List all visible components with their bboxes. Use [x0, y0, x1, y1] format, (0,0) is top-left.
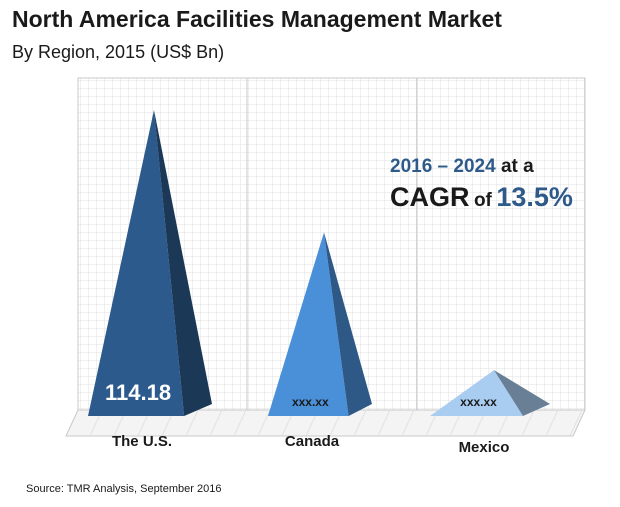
floor-grid-line	[521, 409, 535, 437]
category-label-3: Mexico	[459, 439, 510, 456]
data-label-3: xxx.xx	[460, 395, 497, 409]
floor-grid-line	[569, 409, 583, 437]
category-label-1: The U.S.	[112, 433, 172, 450]
cagr-period: 2016 – 2024	[390, 156, 496, 177]
chart-title: North America Facilities Management Mark…	[12, 6, 502, 32]
cagr-period-line: 2016 – 2024 at a	[390, 156, 534, 178]
data-label-1: 114.18	[105, 380, 171, 405]
category-label-2: Canada	[285, 433, 340, 450]
floor-grid-line	[209, 409, 223, 437]
cagr-word: CAGR	[390, 182, 470, 212]
cagr-rate: 13.5%	[496, 182, 573, 212]
floor-grid-line	[353, 409, 367, 437]
chart-subtitle: By Region, 2015 (US$ Bn)	[12, 42, 225, 62]
cagr-rate-line: CAGR of 13.5%	[390, 182, 573, 213]
chart-marks	[88, 110, 550, 416]
grid-floor	[65, 409, 586, 437]
floor-grid-line	[185, 409, 199, 437]
cagr-at-a: at a	[500, 156, 534, 177]
floor-grid-line	[257, 409, 271, 437]
data-label-2: xxx.xx	[292, 395, 329, 409]
floor-grid-line	[401, 409, 415, 437]
chart-labels: 114.18 The U.S. xxx.xx Canada xxx.xx Mexico	[105, 380, 509, 456]
floor-grid-line	[545, 409, 559, 437]
cagr-of: of	[473, 190, 492, 211]
pyramid-side-3	[494, 370, 550, 416]
pyramid-front-3	[430, 370, 523, 416]
floor-grid-line	[377, 409, 391, 437]
pyramid-front-2	[268, 232, 349, 416]
source-note: Source: TMR Analysis, September 2016	[26, 483, 222, 495]
floor-grid-line	[233, 409, 247, 437]
pyramid-front-1	[88, 110, 185, 416]
pyramid-side-1	[154, 110, 212, 416]
pyramid-side-2	[324, 232, 372, 416]
